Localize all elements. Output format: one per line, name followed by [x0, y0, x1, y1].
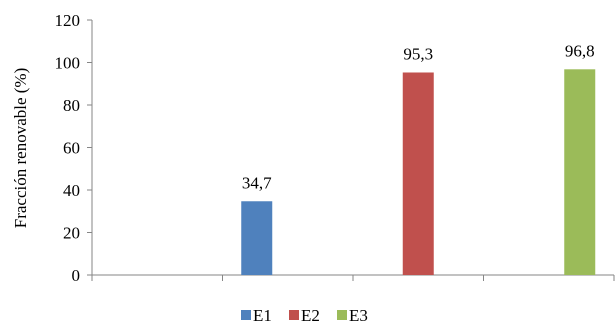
y-tick-label: 100: [55, 54, 81, 73]
legend-swatch-e1: [241, 310, 251, 320]
y-tick-label: 0: [72, 266, 81, 285]
y-axis-title: Fracción renovable (%): [11, 68, 30, 228]
bars: 34,7 95,3 96,8: [241, 41, 596, 275]
y-tick-label: 20: [63, 224, 80, 243]
bar-e2: [402, 72, 434, 275]
bar-e1: [241, 201, 273, 275]
y-tick-label: 60: [63, 139, 80, 158]
legend: E1 E2 E3: [241, 306, 368, 325]
data-label-e1: 34,7: [242, 173, 272, 192]
axes: 0 20 40 60 80 100 120: [55, 11, 615, 285]
y-tick-label: 40: [63, 181, 80, 200]
legend-swatch-e3: [337, 310, 347, 320]
bar-e3: [564, 69, 596, 275]
data-label-e2: 95,3: [403, 44, 433, 63]
legend-label-e2: E2: [301, 306, 320, 325]
legend-label-e3: E3: [349, 306, 368, 325]
y-tick-label: 120: [55, 11, 81, 30]
legend-label-e1: E1: [253, 306, 272, 325]
legend-swatch-e2: [289, 310, 299, 320]
y-tick-label: 80: [63, 96, 80, 115]
data-label-e3: 96,8: [565, 41, 595, 60]
